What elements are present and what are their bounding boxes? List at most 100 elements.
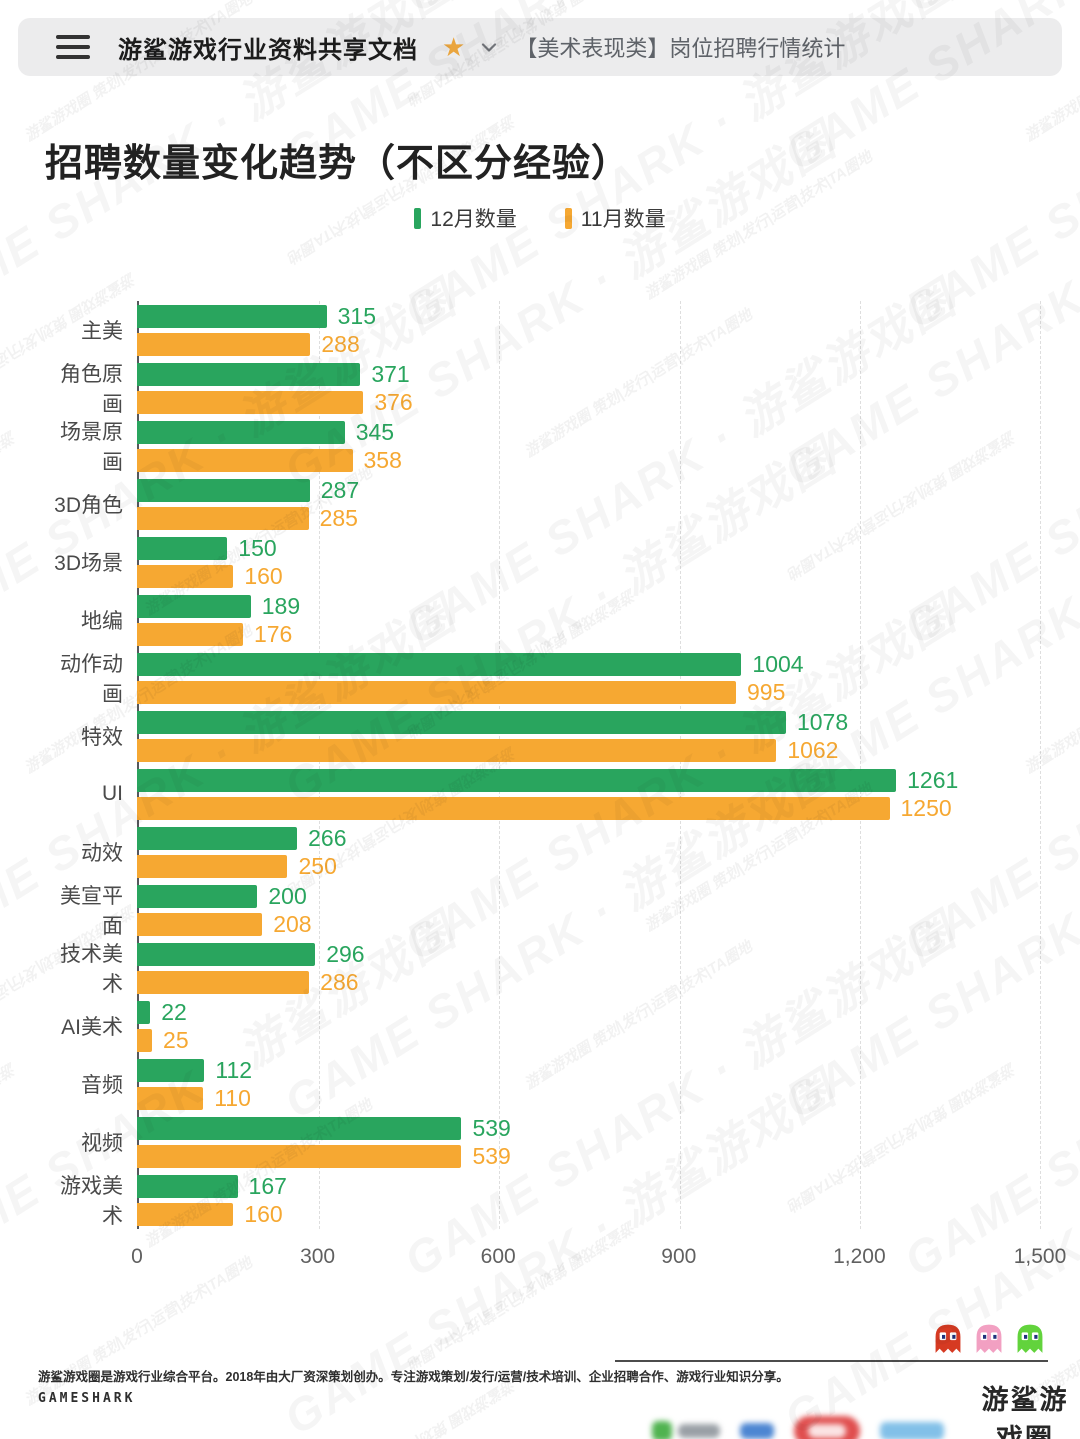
footer-about: 游鲨游戏圈是游戏行业综合平台。2018年由大厂资深策划创办。专注游戏策划/发行/…: [38, 1366, 789, 1406]
category-label: 主美: [81, 320, 123, 343]
chevron-down-icon[interactable]: [481, 42, 497, 53]
category-label: 游戏美术: [60, 1175, 123, 1228]
bar-11月数量[interactable]: 160: [137, 1202, 283, 1226]
bar-11月数量[interactable]: 1250: [137, 796, 952, 820]
value-label: 358: [363, 446, 402, 473]
x-tick-label: 0: [131, 1245, 143, 1268]
bar-12月数量[interactable]: 266: [137, 826, 347, 850]
footer-social-row: 游鲨游戏圈 GAME SHARK: [652, 1378, 1080, 1439]
bar-11月数量[interactable]: 25: [137, 1028, 189, 1052]
bar-11月数量[interactable]: 286: [137, 970, 359, 994]
value-label: 1261: [907, 766, 959, 793]
footer-about-text: 游鲨游戏圈是游戏行业综合平台。2018年由大厂资深策划创办。专注游戏策划/发行/…: [38, 1370, 789, 1384]
category-label: 动效: [81, 842, 123, 865]
bar-11月数量[interactable]: 176: [137, 622, 292, 646]
value-label: 110: [214, 1084, 251, 1111]
chart-row: 场景原画 345 358: [45, 417, 1040, 475]
bar-12月数量[interactable]: 287: [137, 478, 359, 502]
bar-chart: 主美 315 288 角色原画 371 376 场景原画 345 358 3D角色 287 285 3D…: [45, 301, 1066, 1268]
category-label: UI: [102, 782, 123, 805]
bar-12月数量[interactable]: 22: [137, 1000, 187, 1024]
x-tick-label: 1,500: [1013, 1245, 1067, 1268]
value-label: 208: [273, 910, 312, 937]
menu-icon[interactable]: [56, 35, 90, 59]
ghost-icon: [976, 1324, 1002, 1353]
legend-item-november[interactable]: 11月数量: [564, 203, 666, 233]
legend-label-december: 12月数量: [430, 208, 517, 231]
bar-11月数量[interactable]: 376: [137, 390, 413, 414]
doc-title: 游鲨游戏行业资料共享文档: [118, 36, 418, 64]
bar-12月数量[interactable]: 539: [137, 1116, 511, 1140]
value-label: 345: [355, 418, 395, 445]
value-label: 288: [321, 330, 360, 357]
category-label: 3D角色: [54, 494, 123, 517]
bar-11月数量[interactable]: 285: [137, 506, 358, 530]
value-label: 112: [215, 1056, 253, 1083]
chart-row: 角色原画 371 376: [45, 359, 1040, 417]
social-icon-red-pill: [794, 1415, 860, 1439]
category-label: 场景原画: [60, 421, 123, 474]
x-tick-label: 600: [480, 1245, 516, 1268]
chart-row: 音频 112 110: [45, 1055, 1040, 1113]
bar-11月数量[interactable]: 1062: [137, 738, 838, 762]
bar-12月数量[interactable]: 150: [137, 536, 277, 560]
chart-row: UI 1261 1250: [45, 765, 1040, 823]
bar-12月数量[interactable]: 296: [137, 942, 365, 966]
ghost-icon: [935, 1324, 961, 1353]
value-label: 376: [374, 388, 413, 415]
ghost-icon: [1017, 1324, 1043, 1353]
legend-swatch-orange: [564, 207, 572, 229]
chart-legend: 12月数量 11月数量: [0, 203, 1080, 233]
value-label: 200: [268, 882, 307, 909]
category-label: 动作动画: [60, 653, 123, 706]
bar-11月数量[interactable]: 288: [137, 332, 360, 356]
bar-11月数量[interactable]: 358: [137, 448, 402, 472]
chart-row: 游戏美术 167 160: [45, 1171, 1040, 1229]
value-label: 315: [337, 302, 376, 329]
x-tick-label: 900: [661, 1245, 697, 1268]
value-label: 160: [244, 562, 283, 589]
value-label: 296: [326, 940, 365, 967]
bar-12月数量[interactable]: 345: [137, 420, 394, 444]
legend-label-november: 11月数量: [580, 208, 666, 231]
bar-12月数量[interactable]: 167: [137, 1174, 287, 1198]
bar-12月数量[interactable]: 200: [137, 884, 307, 908]
chart-row: 技术美术 296 286: [45, 939, 1040, 997]
bar-12月数量[interactable]: 315: [137, 304, 376, 328]
value-label: 160: [244, 1200, 283, 1227]
chart-gridlines: [137, 301, 1041, 1229]
x-tick-label: 1,200: [833, 1245, 886, 1268]
value-label: 189: [261, 592, 301, 619]
category-label: 地编: [81, 610, 123, 633]
value-label: 286: [320, 968, 359, 995]
bar-12月数量[interactable]: 1078: [137, 710, 848, 734]
chart-row: 地编 189 176: [45, 591, 1040, 649]
bar-12月数量[interactable]: 112: [137, 1058, 252, 1082]
star-icon[interactable]: ★: [442, 32, 466, 62]
chart-row: 动作动画 1004 995: [45, 649, 1040, 707]
bar-11月数量[interactable]: 160: [137, 564, 283, 588]
legend-item-december[interactable]: 12月数量: [414, 203, 517, 233]
value-label: 25: [163, 1026, 189, 1053]
value-label: 266: [308, 824, 347, 851]
category-label: AI美术: [61, 1016, 123, 1039]
bar-11月数量[interactable]: 250: [137, 854, 337, 878]
bar-11月数量[interactable]: 995: [137, 680, 785, 704]
social-icon-blue: [740, 1422, 774, 1439]
social-icon-lightblue: [880, 1421, 944, 1439]
bar-11月数量[interactable]: 110: [137, 1086, 251, 1110]
logo-title: 游鲨游戏圈: [981, 1385, 1069, 1439]
bar-11月数量[interactable]: 208: [137, 912, 312, 936]
chart-row: 视频 539 539: [45, 1113, 1040, 1171]
chart-row: AI美术 22 25: [45, 997, 1040, 1055]
bar-12月数量[interactable]: 371: [137, 362, 410, 386]
bar-12月数量[interactable]: 1004: [137, 652, 804, 676]
bar-12月数量[interactable]: 1261: [137, 768, 958, 792]
value-label: 371: [371, 360, 410, 387]
bar-11月数量[interactable]: 539: [137, 1144, 511, 1168]
chart-row: 美宣平面 200 208: [45, 881, 1040, 939]
chart-title: 招聘数量变化趋势（不区分经验）: [45, 143, 631, 185]
bar-12月数量[interactable]: 189: [137, 594, 300, 618]
category-label: 3D场景: [54, 552, 123, 575]
